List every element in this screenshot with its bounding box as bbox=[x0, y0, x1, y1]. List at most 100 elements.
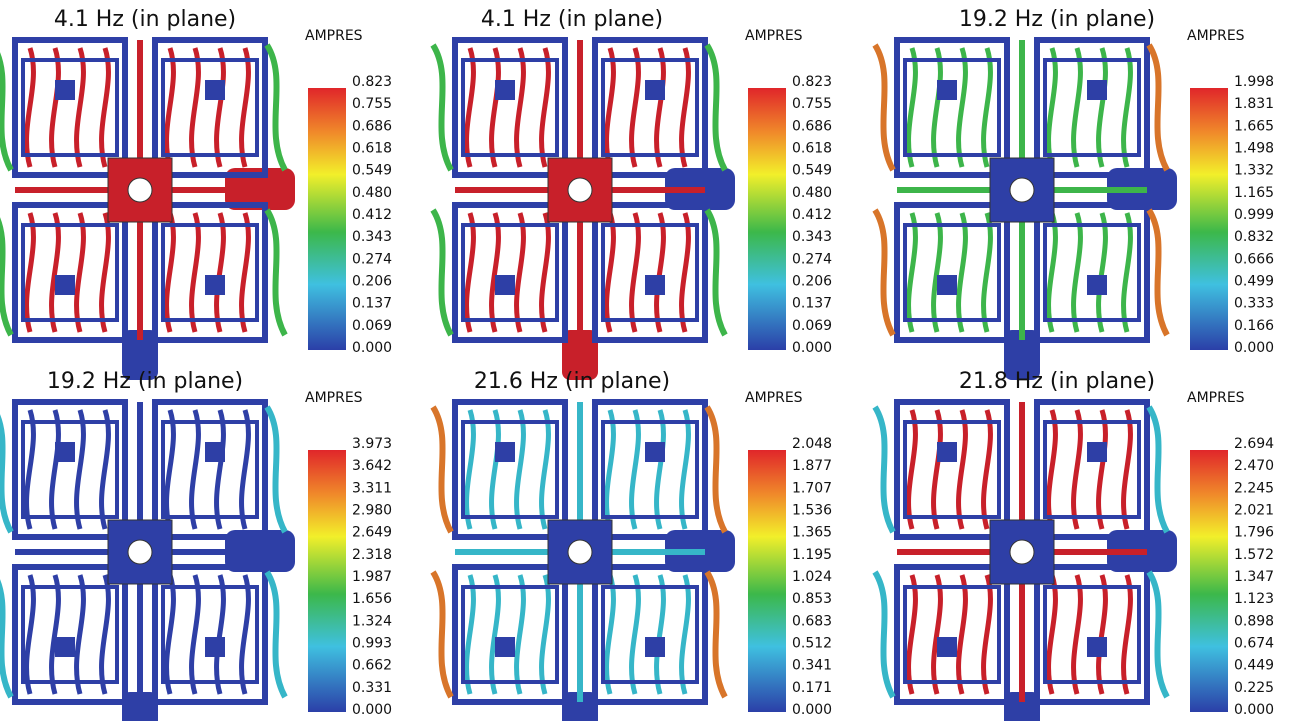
colorbar-tick-label: 0.137 bbox=[792, 296, 832, 312]
colorbar-tick-label: 0.206 bbox=[792, 274, 832, 290]
ribbon bbox=[1099, 213, 1106, 332]
ribbon bbox=[542, 213, 549, 332]
ribbon bbox=[217, 213, 224, 332]
mass bbox=[495, 275, 515, 295]
colorbar bbox=[1190, 450, 1228, 712]
outer-flexure bbox=[707, 572, 725, 697]
ribbon bbox=[657, 410, 664, 529]
ribbon bbox=[77, 575, 84, 694]
ribbon bbox=[517, 48, 524, 167]
ribbon bbox=[467, 575, 474, 694]
colorbar-tick-label: 2.649 bbox=[352, 525, 392, 541]
ribbon bbox=[77, 410, 84, 529]
colorbar-unit: AMPRES bbox=[745, 28, 803, 44]
ribbon bbox=[934, 48, 941, 167]
center-hole bbox=[1010, 540, 1034, 564]
mass bbox=[205, 80, 225, 100]
outer-flexure bbox=[267, 572, 285, 697]
colorbar-tick-label: 0.331 bbox=[352, 680, 392, 696]
colorbar-tick-label: 3.311 bbox=[352, 480, 392, 496]
ribbon bbox=[77, 213, 84, 332]
ribbon bbox=[682, 48, 689, 167]
ribbon bbox=[102, 410, 109, 529]
colorbar-tick-label: 0.000 bbox=[352, 702, 392, 718]
outer-flexure bbox=[1149, 572, 1167, 697]
colorbar-tick-label: 2.318 bbox=[352, 547, 392, 563]
ribbon bbox=[492, 48, 499, 167]
mass bbox=[495, 442, 515, 462]
ribbon bbox=[1124, 48, 1131, 167]
ribbon bbox=[1074, 575, 1081, 694]
ribbon bbox=[1049, 410, 1056, 529]
ribbon bbox=[682, 410, 689, 529]
ribbon bbox=[632, 575, 639, 694]
colorbar-tick-label: 0.137 bbox=[352, 296, 392, 312]
center-hole bbox=[128, 178, 152, 202]
colorbar-tick-label: 1.123 bbox=[1234, 591, 1274, 607]
ribbon bbox=[217, 48, 224, 167]
ribbon bbox=[242, 575, 249, 694]
panel-title: 19.2 Hz (in plane) bbox=[959, 7, 1155, 32]
ribbon bbox=[492, 410, 499, 529]
colorbar-tick-label: 0.412 bbox=[792, 207, 832, 223]
colorbar-unit: AMPRES bbox=[1187, 28, 1245, 44]
colorbar-tick-label: 1.707 bbox=[792, 480, 832, 496]
ribbon bbox=[467, 48, 474, 167]
mass bbox=[1087, 442, 1107, 462]
ribbon bbox=[102, 575, 109, 694]
colorbar-tick-label: 0.549 bbox=[352, 163, 392, 179]
outer-flexure bbox=[267, 210, 285, 335]
ribbon bbox=[607, 410, 614, 529]
ribbon bbox=[52, 410, 59, 529]
ribbon bbox=[909, 575, 916, 694]
mass bbox=[205, 637, 225, 657]
center-hole bbox=[128, 540, 152, 564]
panel-title: 19.2 Hz (in plane) bbox=[47, 369, 243, 394]
ribbon bbox=[1074, 213, 1081, 332]
colorbar-tick-label: 1.998 bbox=[1234, 74, 1274, 90]
panel-title: 21.8 Hz (in plane) bbox=[959, 369, 1155, 394]
outer-flexure bbox=[267, 407, 285, 532]
mass bbox=[495, 637, 515, 657]
ribbon bbox=[909, 213, 916, 332]
ribbon bbox=[1099, 48, 1106, 167]
figure: 4.1 Hz (in plane)AMPRES0.8230.7550.6860.… bbox=[0, 0, 1296, 721]
center-hole bbox=[568, 540, 592, 564]
colorbar-tick-label: 0.341 bbox=[792, 658, 832, 674]
colorbar-tick-label: 0.662 bbox=[352, 658, 392, 674]
ribbon bbox=[27, 213, 34, 332]
colorbar-tick-label: 0.069 bbox=[792, 318, 832, 334]
ribbon bbox=[542, 48, 549, 167]
ribbon bbox=[242, 48, 249, 167]
ribbon bbox=[492, 213, 499, 332]
colorbar-tick-label: 0.755 bbox=[792, 96, 832, 112]
outer-flexure bbox=[1149, 45, 1167, 170]
ribbon bbox=[632, 213, 639, 332]
colorbar-tick-label: 1.498 bbox=[1234, 141, 1274, 157]
colorbar-tick-label: 0.686 bbox=[352, 118, 392, 134]
ribbon bbox=[632, 48, 639, 167]
mass bbox=[495, 80, 515, 100]
colorbar bbox=[748, 88, 786, 350]
colorbar-tick-label: 1.831 bbox=[1234, 96, 1274, 112]
colorbar-unit: AMPRES bbox=[305, 28, 363, 44]
colorbar-tick-label: 1.195 bbox=[792, 547, 832, 563]
colorbar-tick-label: 0.549 bbox=[792, 163, 832, 179]
colorbar-tick-label: 0.069 bbox=[352, 318, 392, 334]
colorbar-tick-label: 0.999 bbox=[1234, 207, 1274, 223]
ribbon bbox=[682, 213, 689, 332]
ribbon bbox=[984, 213, 991, 332]
mass bbox=[645, 80, 665, 100]
colorbar-tick-label: 3.642 bbox=[352, 458, 392, 474]
ribbon bbox=[27, 48, 34, 167]
ribbon bbox=[959, 575, 966, 694]
ribbon bbox=[1124, 213, 1131, 332]
colorbar-tick-label: 0.683 bbox=[792, 613, 832, 629]
colorbar-tick-label: 0.333 bbox=[1234, 296, 1274, 312]
panel: 21.8 Hz (in plane)AMPRES2.6942.4702.2452… bbox=[875, 369, 1274, 721]
ribbon bbox=[984, 48, 991, 167]
mass bbox=[937, 275, 957, 295]
colorbar-tick-label: 0.000 bbox=[1234, 702, 1274, 718]
ribbon bbox=[632, 410, 639, 529]
colorbar bbox=[308, 88, 346, 350]
